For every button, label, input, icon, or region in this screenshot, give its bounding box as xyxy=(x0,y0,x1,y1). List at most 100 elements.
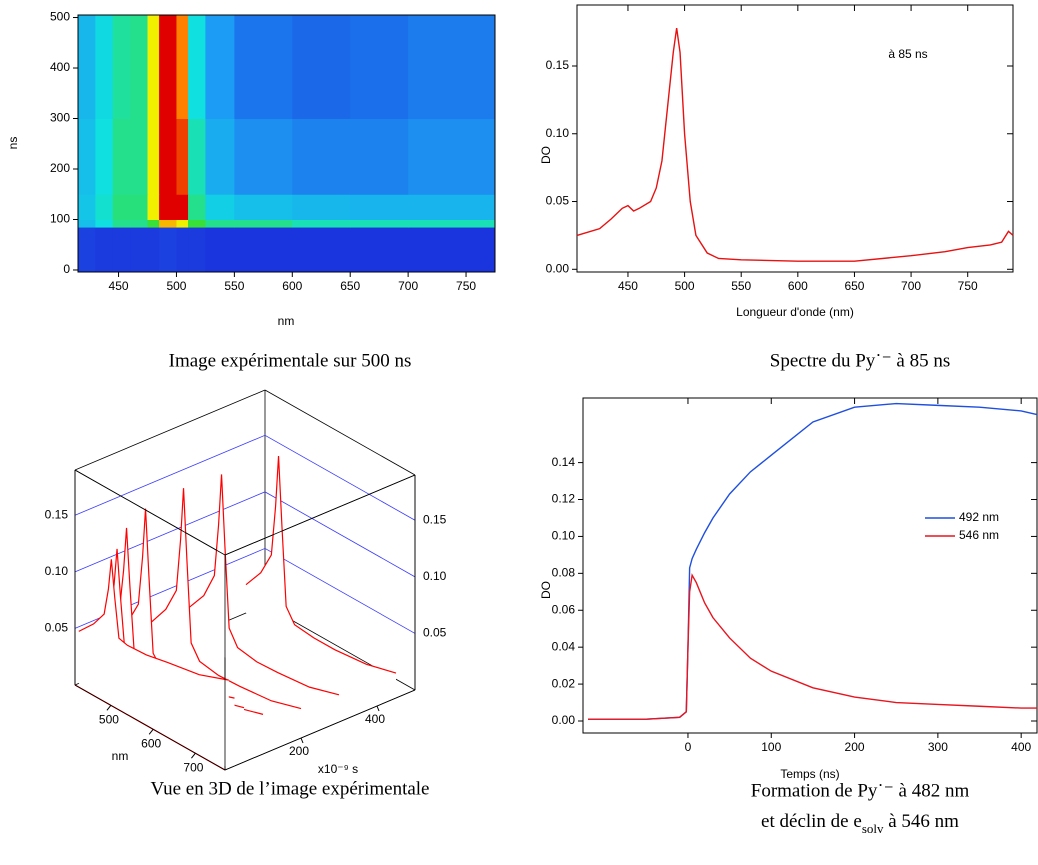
heatmap-cell xyxy=(112,118,131,195)
heatmap-cell xyxy=(130,118,148,195)
t-tick-label: 200 xyxy=(289,744,309,758)
heatmap-cell xyxy=(350,227,409,273)
heatmap-cell xyxy=(408,15,496,120)
heatmap-cell xyxy=(159,194,177,220)
caption-part: à 546 nm xyxy=(883,811,959,832)
heatmap-cell xyxy=(95,227,114,273)
waterfall-line xyxy=(188,474,340,696)
caption-part: solv xyxy=(862,821,884,836)
x-tick-label: 450 xyxy=(109,279,129,293)
heatmap-cell xyxy=(205,15,235,120)
x-tick-label: 600 xyxy=(282,279,302,293)
z-tick-label: 0.05 xyxy=(423,626,447,640)
waterfall-fill xyxy=(246,456,396,698)
heatmap-cell xyxy=(188,118,206,195)
caption: Image expérimentale sur 500 ns xyxy=(169,350,412,371)
heatmap-cell xyxy=(408,219,496,228)
heatmap-cell xyxy=(205,227,235,273)
x-tick-label: 500 xyxy=(166,279,186,293)
heatmap-cell xyxy=(292,118,351,195)
y-tick-label: 0.00 xyxy=(552,713,576,727)
heatmap-cell xyxy=(130,194,148,220)
caption: Formation de Py˙⁻ à 482 nm xyxy=(751,780,970,801)
box-edge xyxy=(74,684,226,771)
heatmap-cell xyxy=(95,194,114,220)
heatmap-cell xyxy=(234,194,293,220)
heatmap-cell xyxy=(130,219,148,228)
box-edge xyxy=(74,469,226,556)
heatmap-cell xyxy=(159,219,177,228)
z-tick-label: 0.10 xyxy=(423,569,447,583)
x-tick-label: 550 xyxy=(224,279,244,293)
x-tick-label: 650 xyxy=(844,279,864,293)
heatmap-cell xyxy=(234,227,293,273)
heatmap-cell xyxy=(112,227,131,273)
x-tick-label: 100 xyxy=(761,740,781,754)
t-tick xyxy=(300,737,304,744)
heatmap-cell xyxy=(176,219,189,228)
heatmap-cell xyxy=(350,15,409,120)
heatmap-cell xyxy=(292,194,351,220)
z-tick-label: 0.15 xyxy=(45,507,69,521)
x-tick-label: 750 xyxy=(958,279,978,293)
z-tick-label: 0.10 xyxy=(45,564,69,578)
y-tick-label: 200 xyxy=(50,161,70,175)
heatmap-cell xyxy=(188,15,206,120)
heatmap-cell xyxy=(147,227,160,273)
heatmap-cell xyxy=(350,219,409,228)
y-tick-label: 0.02 xyxy=(552,676,576,690)
x-tick-label: 450 xyxy=(618,279,638,293)
y-axis-label: DO xyxy=(539,146,553,164)
x-tick-label: 300 xyxy=(928,740,948,754)
y-tick-label: 400 xyxy=(50,60,70,74)
x-tick-label: 600 xyxy=(788,279,808,293)
x-tick-label: 500 xyxy=(675,279,695,293)
box-edge xyxy=(264,389,416,476)
heatmap-cell xyxy=(350,118,409,195)
heatmap-cell xyxy=(234,118,293,195)
caption: Vue en 3D de l’image expérimentale xyxy=(151,778,430,799)
plot-frame xyxy=(77,14,496,273)
heatmap-cell xyxy=(176,194,189,220)
x-tick-label: 650 xyxy=(340,279,360,293)
data-line xyxy=(576,27,1014,262)
box-edge xyxy=(74,389,266,471)
y-tick-label: 0 xyxy=(63,262,70,276)
heatmap-cell xyxy=(292,219,351,228)
heatmap-cell xyxy=(147,194,160,220)
box-edge xyxy=(224,474,416,556)
heatmap-cell xyxy=(188,227,206,273)
heatmap-cell xyxy=(112,219,131,228)
waterfall-line xyxy=(78,559,229,681)
heatmap-cell xyxy=(176,118,189,195)
y-tick-label: 0.15 xyxy=(546,58,570,72)
heatmap-cell xyxy=(176,15,189,120)
plot-frame xyxy=(582,397,1038,734)
waterfall-fill xyxy=(78,559,229,769)
heatmap-cell xyxy=(147,118,160,195)
x-tick xyxy=(148,728,154,735)
y-tick-label: 0.06 xyxy=(552,602,576,616)
x-tick-label: 600 xyxy=(141,736,161,750)
y-axis-label: ns xyxy=(6,137,20,150)
data-line xyxy=(588,573,1037,720)
t-tick xyxy=(376,705,380,712)
heatmap-cell xyxy=(159,118,177,195)
z-tick-label: 0.15 xyxy=(423,512,447,526)
waterfall-line xyxy=(245,456,397,674)
x-axis-label: nm xyxy=(278,314,295,328)
caption: et déclin de esolv à 546 nm xyxy=(761,811,959,836)
heatmap-cell xyxy=(95,118,114,195)
heatmap-cell xyxy=(159,15,177,120)
heatmap-cell xyxy=(408,227,496,273)
x-axis-label: Temps (ns) xyxy=(780,767,839,781)
t-tick-label: 400 xyxy=(365,712,385,726)
x-tick-label: 700 xyxy=(398,279,418,293)
heatmap-cell xyxy=(78,118,96,195)
x-tick xyxy=(106,705,112,711)
heatmap-cell xyxy=(112,194,131,220)
caption: Spectre du Py˙⁻ à 85 ns xyxy=(770,350,950,371)
waterfall-fill xyxy=(189,474,339,722)
legend-label: 492 nm xyxy=(959,510,999,524)
